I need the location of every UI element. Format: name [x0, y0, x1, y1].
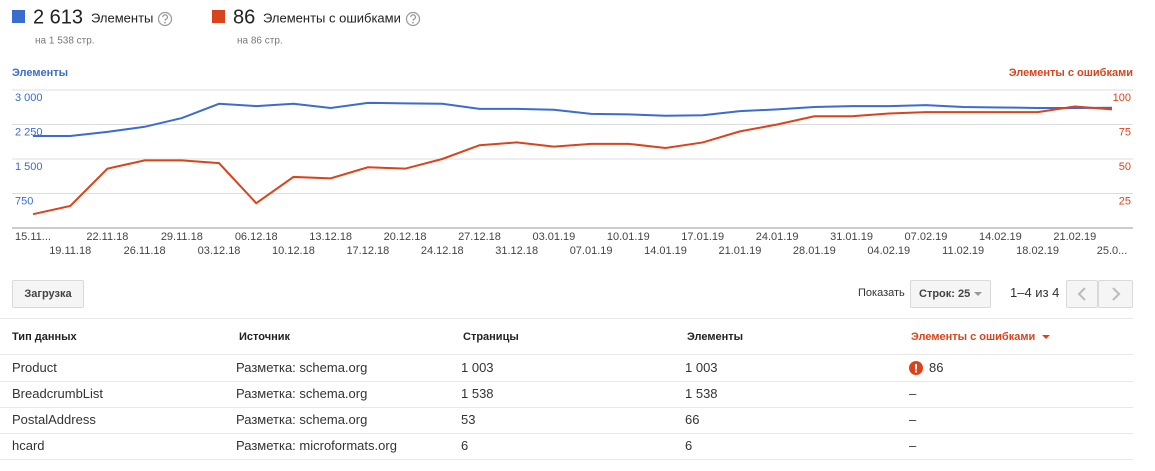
x-tick-label: 14.01.19 [644, 245, 687, 257]
column-header[interactable]: Страницы [463, 331, 519, 343]
y2-tick-label: 75 [1119, 126, 1131, 138]
help-icon[interactable] [157, 11, 173, 27]
cell: BreadcrumbList [12, 386, 104, 401]
cell: Product [12, 360, 57, 375]
x-tick-label: 11.02.19 [942, 245, 984, 257]
x-tick-label: 25.0... [1097, 245, 1128, 257]
cell: 6 [685, 438, 693, 453]
prev-arrow [1077, 287, 1086, 301]
column-header[interactable]: Элементы с ошибками [911, 331, 1036, 343]
x-tick-label: 24.01.19 [756, 231, 799, 243]
x-tick-label: 03.01.19 [532, 231, 575, 243]
x-tick-label: 15.11... [15, 231, 51, 243]
cell: Разметка: microformats.org [236, 438, 397, 453]
y2-axis-title: Элементы с ошибками [1009, 67, 1133, 79]
y2-tick-label: 25 [1119, 195, 1131, 207]
column-header[interactable]: Тип данных [12, 331, 77, 343]
series-swatch [212, 10, 225, 23]
y-tick-label: 1 500 [15, 161, 43, 173]
x-tick-label: 18.02.19 [1016, 245, 1059, 257]
cell: – [909, 412, 917, 427]
x-tick-label: 31.12.18 [495, 245, 538, 257]
x-tick-label: 24.12.18 [421, 245, 464, 257]
next-arrow [1112, 287, 1121, 301]
x-tick-label: 29.11.18 [161, 231, 203, 243]
cell: 1 538 [461, 386, 494, 401]
error-icon [909, 361, 923, 375]
page-range: 1–4 из 4 [1010, 285, 1060, 300]
x-tick-label: 21.02.19 [1053, 231, 1096, 243]
cell: 53 [461, 412, 476, 427]
x-tick-label: 10.01.19 [607, 231, 650, 243]
summary-pages: на 86 стр. [237, 36, 283, 47]
table-row[interactable]: Product Разметка: schema.org 1 003 1 003… [0, 355, 1133, 382]
dropdown-arrow [974, 292, 982, 296]
summary-value: 86 [233, 6, 255, 28]
cell: hcard [12, 438, 45, 453]
y-axis-title: Элементы [12, 67, 68, 79]
header-border [0, 354, 1133, 355]
summary-label: Элементы с ошибками [263, 10, 401, 25]
x-tick-label: 27.12.18 [458, 231, 501, 243]
cell: Разметка: schema.org [236, 386, 368, 401]
table-row[interactable]: PostalAddress Разметка: schema.org 53 66… [0, 407, 1133, 434]
x-tick-label: 13.12.18 [309, 231, 352, 243]
x-tick-label: 28.01.19 [793, 245, 836, 257]
summary-value: 2 613 [33, 6, 83, 28]
prev-page[interactable] [1066, 280, 1098, 308]
x-tick-label: 17.12.18 [346, 245, 389, 257]
cell: 6 [461, 438, 469, 453]
chart: 2 613 Элементы на 1 538 стр. 86 Элементы… [12, 6, 1133, 257]
series-swatch [12, 10, 25, 23]
cell: Разметка: schema.org [236, 360, 368, 375]
x-tick-label: 06.12.18 [235, 231, 278, 243]
x-tick-label: 17.01.19 [681, 231, 724, 243]
sort-arrow [1042, 335, 1050, 339]
show-label: Показать [858, 287, 905, 299]
x-tick-label: 22.11.18 [86, 231, 128, 243]
cell: – [909, 438, 917, 453]
rows-select-text: Строк: 25 [919, 288, 971, 300]
x-tick-label: 04.02.19 [867, 245, 910, 257]
table-row[interactable]: BreadcrumbList Разметка: schema.org 1 53… [0, 381, 1133, 408]
table-row[interactable]: hcard Разметка: microformats.org 6 6 – [0, 433, 1133, 460]
column-header[interactable]: Элементы [687, 331, 744, 343]
rows-select[interactable]: Строк: 25 [910, 280, 991, 308]
cell: PostalAddress [12, 412, 96, 427]
x-tick-label: 03.12.18 [198, 245, 241, 257]
help-icon[interactable] [405, 11, 421, 27]
cell: – [909, 386, 917, 401]
column-header[interactable]: Источник [239, 331, 291, 343]
x-tick-label: 14.02.19 [979, 231, 1022, 243]
y-tick-label: 3 000 [15, 92, 43, 104]
next-page[interactable] [1098, 280, 1133, 308]
table-top-border [0, 318, 1133, 319]
x-tick-label: 31.01.19 [830, 231, 873, 243]
x-tick-label: 07.01.19 [570, 245, 613, 257]
cell: 86 [929, 360, 944, 375]
cell: Разметка: schema.org [236, 412, 368, 427]
download-button[interactable]: Загрузка [12, 280, 84, 308]
x-tick-label: 19.11.18 [49, 245, 91, 257]
y2-tick-label: 50 [1119, 161, 1131, 173]
x-tick-label: 20.12.18 [384, 231, 427, 243]
cell: 1 003 [461, 360, 494, 375]
x-tick-label: 10.12.18 [272, 245, 315, 257]
series-line [33, 101, 1113, 137]
y-tick-label: 750 [15, 195, 33, 207]
summary-label: Элементы [91, 10, 153, 25]
series-line [32, 105, 1113, 216]
cell: 1 003 [685, 360, 718, 375]
y2-tick-label: 100 [1113, 92, 1131, 104]
x-tick-label: 21.01.19 [719, 245, 762, 257]
summary-pages: на 1 538 стр. [35, 36, 95, 47]
x-tick-label: 26.11.18 [124, 245, 166, 257]
cell: 66 [685, 412, 700, 427]
cell: 1 538 [685, 386, 718, 401]
x-tick-label: 07.02.19 [905, 231, 948, 243]
